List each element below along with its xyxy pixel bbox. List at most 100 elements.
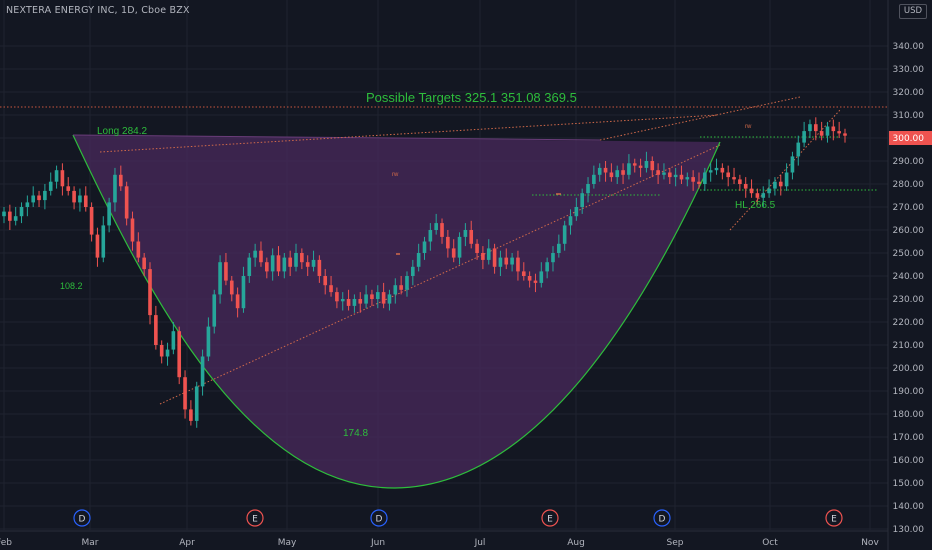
candle-body <box>808 124 812 132</box>
candle-body <box>749 188 754 194</box>
candle-body <box>142 257 146 270</box>
candle-body <box>440 223 444 237</box>
current-price-badge <box>889 131 932 145</box>
candle-body <box>393 285 398 295</box>
candle-body <box>124 186 129 219</box>
candle-body <box>229 280 234 295</box>
candle-body <box>165 349 170 357</box>
small-mark-label: rw <box>392 172 399 178</box>
candle-body <box>539 271 544 283</box>
candle-body <box>352 299 357 306</box>
price-tick-label: 250.00 <box>893 249 925 259</box>
price-tick-label: 340.00 <box>893 42 925 52</box>
candle-body <box>650 161 655 171</box>
candle-body <box>527 276 532 281</box>
candle-body <box>446 236 450 249</box>
dividend-marker-label: D <box>376 515 383 525</box>
candle-body <box>463 230 468 237</box>
candle-body <box>183 377 187 410</box>
price-tick-label: 150.00 <box>893 479 925 489</box>
small-mark-label: rw <box>745 124 752 130</box>
candle-body <box>107 202 111 226</box>
candle-body <box>638 165 643 168</box>
price-tick-label: 190.00 <box>893 387 925 397</box>
candle-body <box>761 193 766 198</box>
time-tick-label: Jul <box>474 538 486 548</box>
candle-body <box>434 223 438 230</box>
candle-body <box>726 172 731 178</box>
candle-body <box>504 257 509 265</box>
candle-body <box>206 326 211 357</box>
time-tick-label: Jun <box>370 538 385 548</box>
candle-body <box>603 167 608 173</box>
candle-body <box>568 216 573 226</box>
candle-body <box>13 216 18 221</box>
candle-body <box>580 193 584 207</box>
earnings-marker-label: E <box>831 515 837 525</box>
cup-fill <box>73 135 720 489</box>
candle-body <box>510 257 514 265</box>
candle-body <box>83 195 88 207</box>
candle-body <box>778 181 783 187</box>
candle-body <box>416 253 421 267</box>
candle-body <box>697 181 701 184</box>
candle-body <box>189 409 193 421</box>
earnings-marker <box>246 509 264 527</box>
price-tick-label: 270.00 <box>893 203 925 213</box>
candle-body <box>656 170 660 175</box>
price-tick-label: 290.00 <box>893 157 925 167</box>
price-tick-label: 170.00 <box>893 433 925 443</box>
candle-body <box>796 142 801 157</box>
candle-body <box>451 248 456 258</box>
cup-rim <box>72 134 601 141</box>
candle-body <box>574 207 579 217</box>
trendline-upper <box>99 114 719 153</box>
candle-body <box>247 257 252 276</box>
candle-body <box>95 234 100 258</box>
candle-body <box>194 386 199 421</box>
cup-depth-label: 174.8 <box>343 428 368 439</box>
dividend-marker-label: D <box>659 515 666 525</box>
candle-body <box>177 331 182 378</box>
candle-body <box>113 174 117 203</box>
candle-body <box>837 131 841 134</box>
candle-body <box>720 167 725 173</box>
candle-body <box>364 294 368 304</box>
candle-body <box>825 126 830 136</box>
candle-body <box>813 124 818 132</box>
candle-body <box>498 257 503 267</box>
candle-body <box>25 202 30 207</box>
candle-body <box>317 259 322 276</box>
left-value-label: 108.2 <box>60 281 83 291</box>
candle-body <box>171 331 176 350</box>
possible-targets-label: Possible Targets 325.1 351.08 369.5 <box>366 90 577 105</box>
candle-body <box>375 292 380 299</box>
candle-body <box>294 253 298 267</box>
candle-body <box>557 243 561 253</box>
candle-body <box>708 170 713 173</box>
candle-body <box>218 262 222 295</box>
candle-body <box>253 250 257 258</box>
time-tick-label: Aug <box>567 538 585 548</box>
price-tick-label: 230.00 <box>893 295 925 305</box>
candle-body <box>340 299 345 302</box>
current-price-label: 300.00 <box>893 134 925 144</box>
candle-body <box>8 211 12 221</box>
candle-body <box>118 174 123 187</box>
dividend-marker <box>653 509 671 527</box>
candle-body <box>773 181 777 189</box>
candle-body <box>784 172 789 187</box>
price-tick-label: 160.00 <box>893 456 925 466</box>
hl-label: HL 266.5 <box>735 200 776 211</box>
candle-body <box>632 163 637 166</box>
candle-body <box>662 172 666 175</box>
cup-curve <box>72 134 721 489</box>
candle-body <box>241 276 246 309</box>
currency-button[interactable]: USD <box>899 4 927 19</box>
candle-body <box>72 190 76 203</box>
candle-body <box>346 299 351 306</box>
candle-body <box>159 345 164 357</box>
time-tick-label: May <box>278 538 297 548</box>
candle-body <box>411 266 415 276</box>
